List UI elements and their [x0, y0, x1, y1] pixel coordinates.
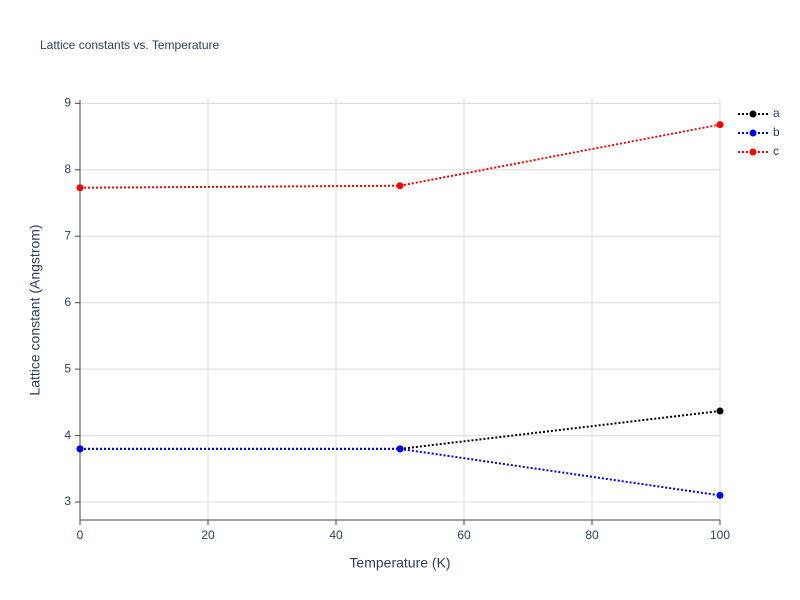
data-point	[396, 445, 404, 453]
y-tick-label: 5	[64, 361, 71, 375]
y-tick-label: 6	[64, 295, 71, 309]
x-tick-label: 20	[201, 528, 215, 542]
data-point	[76, 445, 84, 453]
y-tick-label: 3	[64, 494, 71, 508]
x-tick-label: 100	[710, 528, 730, 542]
data-point	[76, 184, 84, 192]
data-point	[716, 121, 724, 129]
x-tick-label: 40	[329, 528, 343, 542]
x-tick-label: 0	[77, 528, 84, 542]
legend-label: b	[773, 125, 780, 139]
y-tick-label: 4	[64, 428, 71, 442]
y-tick-label: 9	[64, 95, 71, 109]
legend-label: c	[773, 144, 779, 158]
data-point	[396, 182, 404, 190]
series-line	[79, 123, 721, 189]
legend-marker	[749, 129, 757, 137]
y-axis-label: Lattice constant (Angstrom)	[27, 224, 43, 395]
legend-label: a	[773, 106, 780, 120]
data-point	[716, 491, 724, 499]
data-point	[716, 407, 724, 415]
chart-title: Lattice constants vs. Temperature	[40, 38, 220, 52]
legend-marker	[749, 110, 757, 118]
x-tick-label: 80	[585, 528, 599, 542]
x-axis-label: Temperature (K)	[349, 555, 450, 571]
x-tick-label: 60	[457, 528, 471, 542]
series-line	[80, 447, 721, 497]
series-line	[80, 410, 721, 450]
legend-marker	[749, 148, 757, 156]
y-tick-label: 8	[64, 162, 71, 176]
y-tick-label: 7	[64, 228, 71, 242]
